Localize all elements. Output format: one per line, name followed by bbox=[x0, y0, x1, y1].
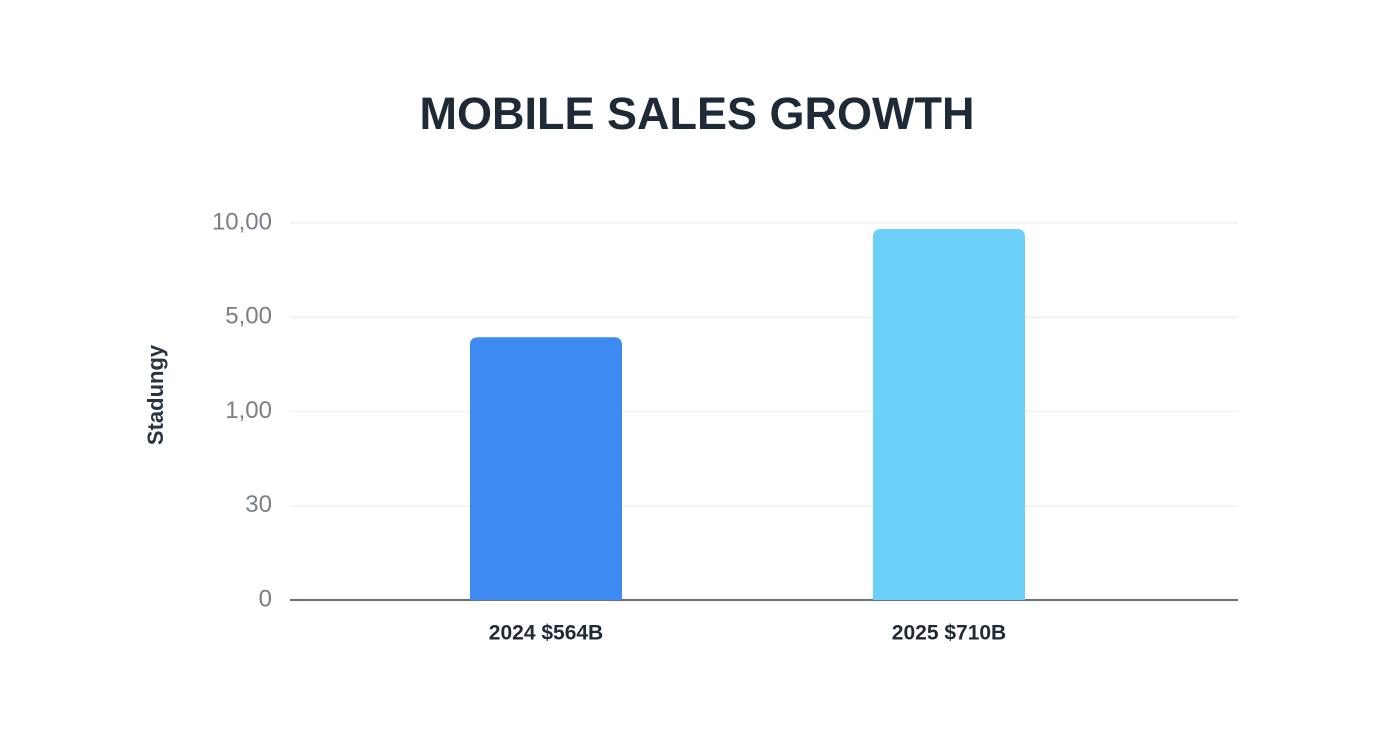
y-tick-label: 5,00 bbox=[225, 303, 272, 330]
y-tick-label: 1,00 bbox=[225, 397, 272, 424]
x-tick-label: 2024 $564B bbox=[489, 622, 603, 645]
y-axis-label: Stadungy bbox=[143, 344, 168, 445]
chart-title: MOBILE SALES GROWTH bbox=[420, 88, 975, 139]
y-tick-label: 30 bbox=[245, 491, 272, 518]
y-tick-label: 0 bbox=[259, 585, 272, 612]
y-tick-label: 10,00 bbox=[212, 208, 272, 235]
bar bbox=[873, 229, 1025, 601]
x-tick-label: 2025 $710B bbox=[892, 622, 1006, 645]
bar bbox=[470, 337, 622, 600]
